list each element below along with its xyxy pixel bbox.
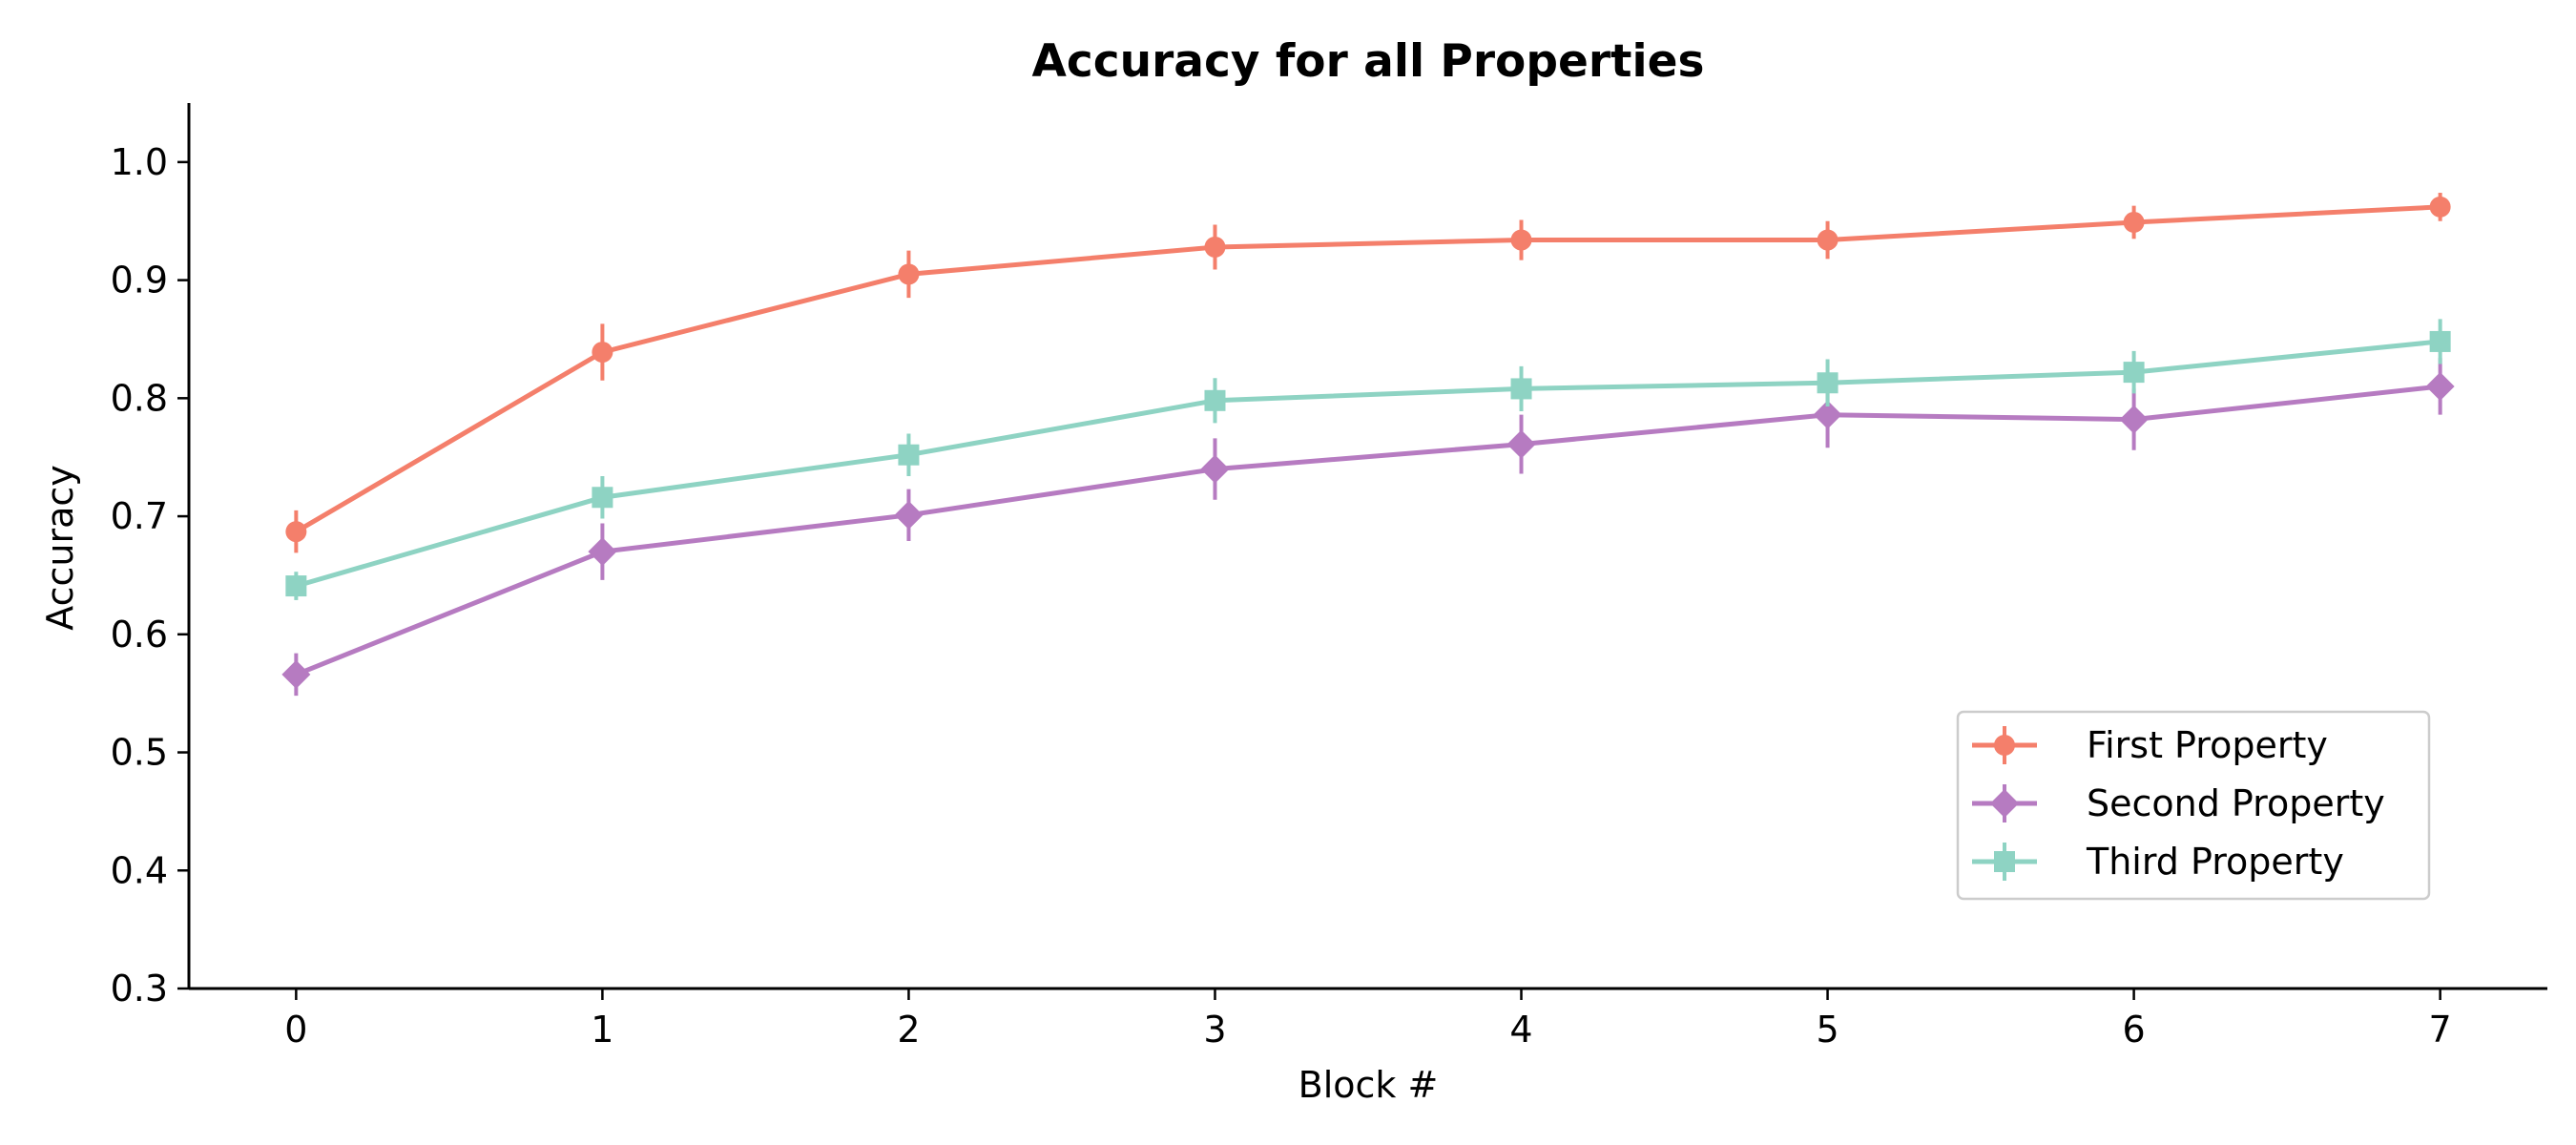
series-line xyxy=(295,339,2441,589)
data-point xyxy=(2425,371,2455,401)
y-tick-label: 0.9 xyxy=(111,260,168,302)
data-point xyxy=(1200,454,1230,484)
data-point xyxy=(2429,330,2451,352)
chart-title: Accuracy for all Properties xyxy=(1032,35,1705,88)
y-tick-label: 0.8 xyxy=(111,377,168,419)
data-point xyxy=(1813,400,1842,429)
y-tick-label: 0.5 xyxy=(111,732,168,774)
data-point xyxy=(1510,229,1532,251)
x-tick-label: 7 xyxy=(2429,1009,2452,1051)
x-tick-label: 0 xyxy=(284,1009,307,1051)
data-point xyxy=(2123,362,2145,384)
data-point xyxy=(285,521,307,543)
y-tick-label: 0.6 xyxy=(111,614,168,656)
y-tick-label: 0.3 xyxy=(111,968,168,1010)
data-point xyxy=(2429,196,2451,218)
data-point xyxy=(2123,211,2145,233)
data-point xyxy=(285,575,307,597)
series-line xyxy=(295,204,2441,534)
x-tick-label: 5 xyxy=(1816,1009,1839,1051)
legend-frame xyxy=(1956,710,2431,901)
legend-label: Second Property xyxy=(2087,782,2385,824)
legend-label: First Property xyxy=(2087,724,2328,766)
y-tick-label: 0.7 xyxy=(111,495,168,537)
legend: First Property Second Property Third Prope… xyxy=(1956,710,2431,901)
legend-marker xyxy=(1994,735,2015,756)
y-tick-label: 0.4 xyxy=(111,849,168,891)
data-point xyxy=(1204,236,1226,258)
x-tick-label: 3 xyxy=(1203,1009,1226,1051)
series-line xyxy=(295,384,2441,677)
x-axis-label: Block # xyxy=(1298,1064,1439,1106)
data-point xyxy=(1817,229,1839,251)
data-point xyxy=(592,342,613,364)
x-tick-label: 2 xyxy=(897,1009,920,1051)
data-point xyxy=(1510,378,1532,400)
x-tick-label: 6 xyxy=(2123,1009,2146,1051)
data-point xyxy=(1204,389,1226,411)
data-point xyxy=(281,659,311,689)
data-point xyxy=(588,537,617,567)
y-tick-label: 1.0 xyxy=(111,141,168,183)
y-axis-label: Accuracy xyxy=(39,465,81,631)
data-point xyxy=(592,487,613,509)
plot-area: 0.3 0.4 0.5 0.6 0.7 0.8 0.9 1.0 0 1 2 3 4 5 6 7 xyxy=(111,103,2547,1051)
data-point xyxy=(894,500,924,530)
x-tick-label: 1 xyxy=(591,1009,613,1051)
data-point xyxy=(898,444,920,466)
legend-marker xyxy=(1990,789,2019,818)
legend-label: Third Property xyxy=(2086,841,2344,883)
data-point xyxy=(1817,372,1839,394)
data-point xyxy=(2119,405,2149,434)
data-point xyxy=(898,263,920,285)
data-point xyxy=(1506,429,1536,459)
legend-marker xyxy=(1994,851,2015,872)
x-tick-label: 4 xyxy=(1509,1009,1532,1051)
